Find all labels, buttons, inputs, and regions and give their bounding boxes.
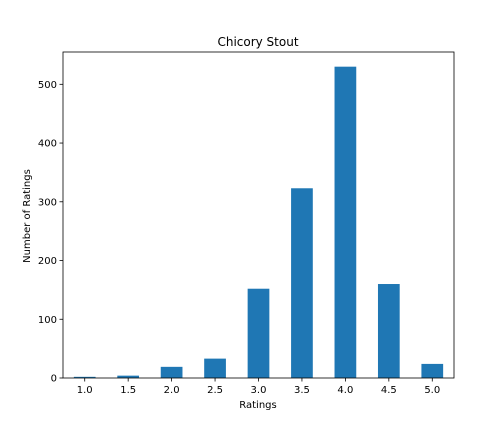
bar-2.5 [204, 358, 226, 378]
bar-3.5 [291, 188, 313, 378]
bars-layer [73, 66, 444, 379]
x-tick-label: 2.0 [164, 385, 180, 396]
bar-3.0 [247, 288, 270, 378]
x-tick-label: 3.0 [251, 385, 267, 396]
y-tick-label: 0 [51, 374, 57, 385]
x-tick-label: 3.5 [294, 385, 310, 396]
x-tick-label: 1.5 [120, 385, 136, 396]
x-tick-label: 2.5 [207, 385, 223, 396]
y-tick-label: 100 [38, 315, 57, 326]
x-tick-label: 4.0 [337, 385, 353, 396]
x-tick-label: 4.5 [381, 385, 397, 396]
bar-1.0 [73, 376, 96, 378]
y-tick-label: 400 [38, 139, 57, 150]
y-tick-label: 500 [38, 80, 57, 91]
bar-2.0 [160, 366, 183, 378]
y-axis-title: Number of Ratings [22, 169, 33, 263]
bar-4.0 [334, 66, 357, 379]
x-tick-label: 1.0 [77, 385, 93, 396]
bar-1.5 [117, 375, 140, 378]
bar-5.0 [421, 363, 444, 378]
ticks-layer: 1.0 1.5 2.0 2.5 3.0 3.5 4.0 4.5 5.0 0 100 200 300 400… [38, 80, 440, 396]
bar-4.5 [377, 284, 400, 378]
chart-title: Chicory Stout [217, 35, 298, 49]
x-axis-title: Ratings [239, 400, 276, 411]
y-tick-label: 300 [38, 197, 57, 208]
x-tick-label: 5.0 [424, 385, 440, 396]
y-tick-label: 200 [38, 256, 57, 267]
